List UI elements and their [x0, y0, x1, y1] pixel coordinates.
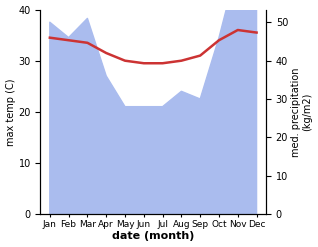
X-axis label: date (month): date (month)	[112, 231, 194, 242]
Y-axis label: max temp (C): max temp (C)	[5, 78, 16, 145]
Y-axis label: med. precipitation
(kg/m2): med. precipitation (kg/m2)	[291, 67, 313, 157]
